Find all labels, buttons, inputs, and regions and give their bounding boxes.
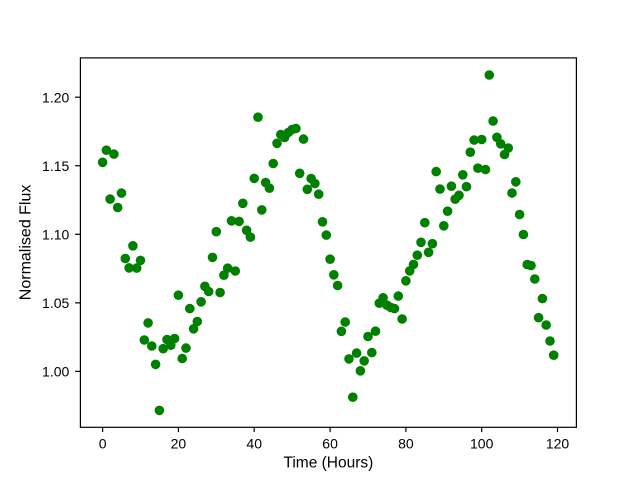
svg-text:1.05: 1.05 bbox=[42, 295, 69, 311]
svg-text:1.20: 1.20 bbox=[42, 89, 69, 105]
svg-text:1.10: 1.10 bbox=[42, 226, 69, 242]
svg-text:Time (Hours): Time (Hours) bbox=[283, 454, 373, 471]
svg-text:1.15: 1.15 bbox=[42, 158, 69, 174]
svg-text:1.00: 1.00 bbox=[42, 364, 69, 380]
svg-text:80: 80 bbox=[398, 436, 414, 452]
svg-text:40: 40 bbox=[246, 436, 262, 452]
svg-text:0: 0 bbox=[99, 436, 107, 452]
svg-text:100: 100 bbox=[470, 436, 494, 452]
svg-text:60: 60 bbox=[322, 436, 338, 452]
svg-text:Normalised Flux: Normalised Flux bbox=[17, 185, 34, 301]
svg-text:120: 120 bbox=[546, 436, 570, 452]
svg-text:20: 20 bbox=[171, 436, 187, 452]
